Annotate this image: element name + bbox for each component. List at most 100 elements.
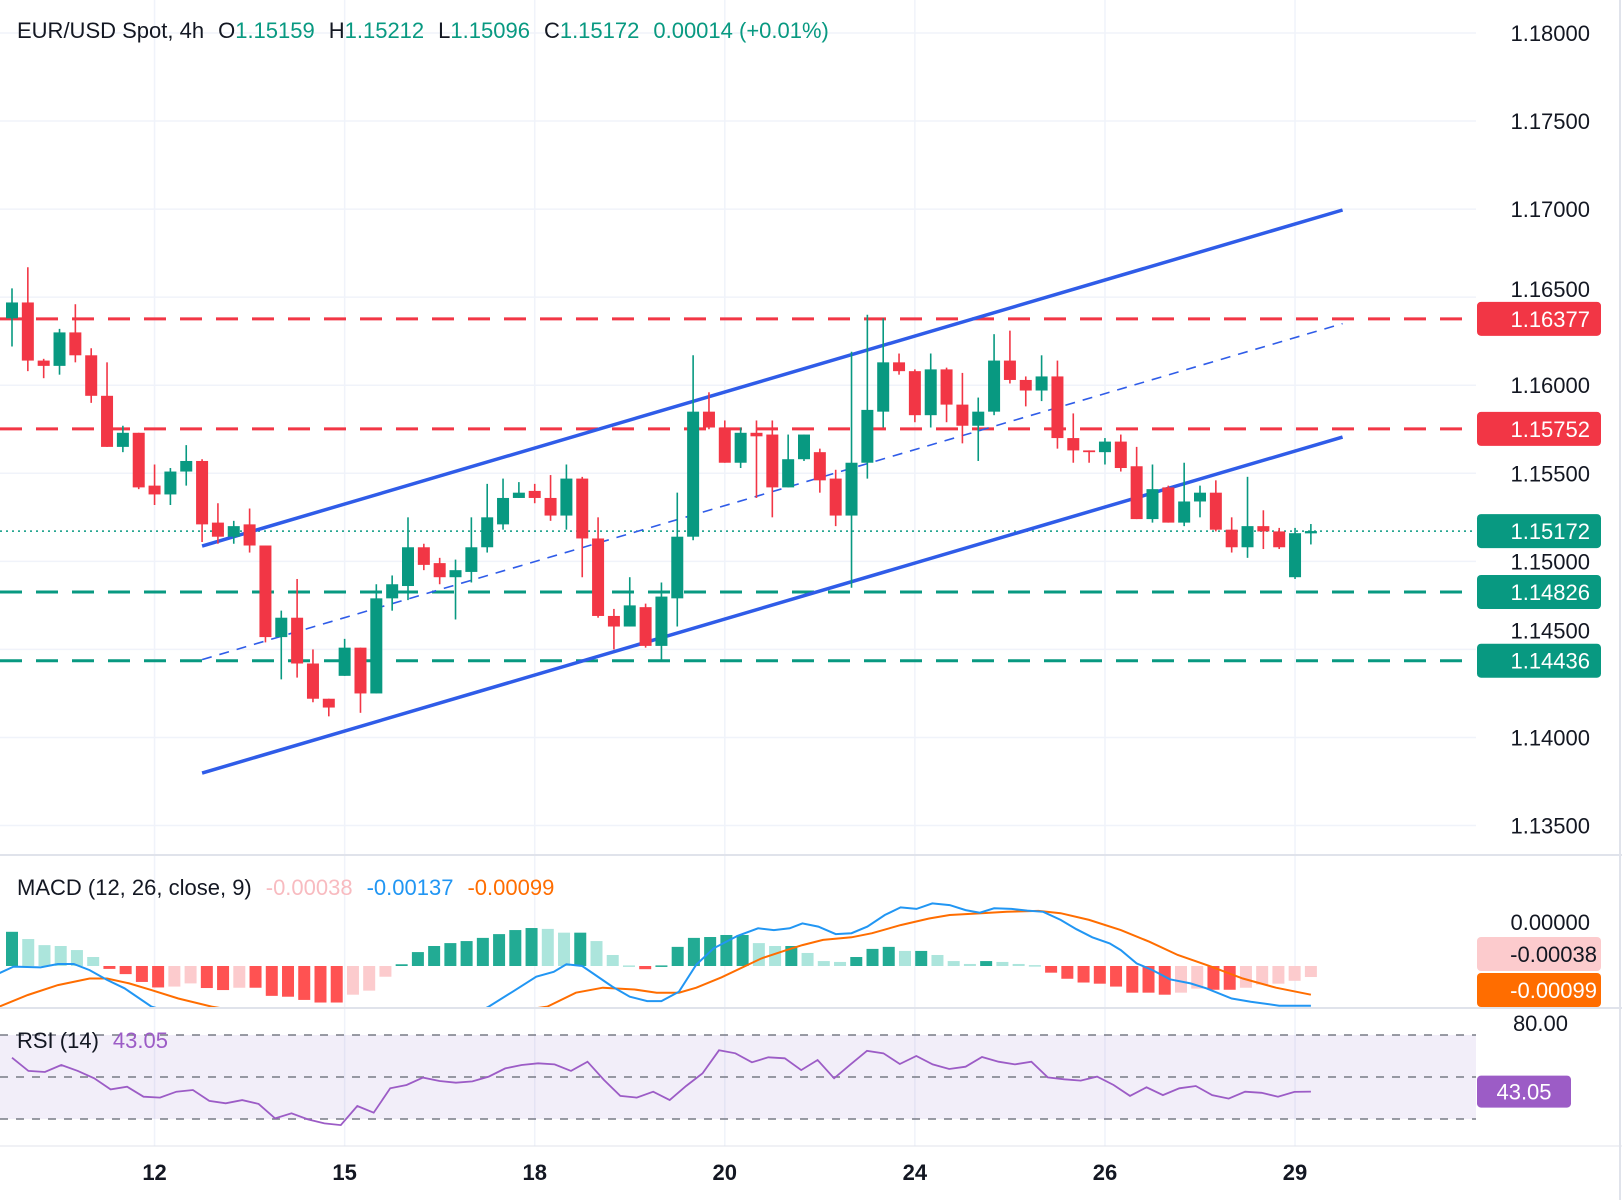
candle-body <box>275 617 288 638</box>
candle-bearish <box>1114 434 1127 472</box>
date-tick-label: 18 <box>522 1160 546 1185</box>
close-label: C <box>543 18 560 43</box>
macd-histogram-bar <box>1061 966 1074 979</box>
candle-body <box>687 411 700 537</box>
candle-body <box>718 427 731 463</box>
candle-bullish <box>497 478 510 530</box>
candle-bearish <box>243 508 256 553</box>
candle-bearish <box>528 483 541 504</box>
candle-bearish <box>1162 485 1175 523</box>
macd-histogram-bar <box>184 966 197 984</box>
candle-body <box>782 459 795 488</box>
rsi-line <box>11 1049 1311 1127</box>
macd-histogram-bar <box>850 957 863 966</box>
macd-histogram-bar <box>476 937 489 966</box>
rsi-panel <box>0 1034 1476 1127</box>
macd-histogram-bar <box>525 928 538 966</box>
candle-body <box>940 369 953 405</box>
macd-zero-label: 0.00000 <box>1510 910 1590 935</box>
candle-body <box>211 522 224 537</box>
macd-histogram-bar <box>1077 966 1090 983</box>
macd-histogram-bar <box>980 961 993 966</box>
candle-body <box>497 497 510 525</box>
candle-body <box>148 485 161 495</box>
candle-bearish <box>322 698 335 717</box>
candle-bullish <box>1178 462 1191 527</box>
candle-body <box>1209 492 1222 530</box>
candle-body <box>116 432 129 447</box>
candle-bearish <box>908 369 921 423</box>
macd-histogram-bar <box>103 966 116 969</box>
candle-bullish <box>623 577 636 627</box>
macd-histogram-badge <box>1477 937 1601 971</box>
rsi-axis: 80.00 43.05 <box>1477 1011 1571 1108</box>
candle-body <box>908 371 921 416</box>
symbol-title: EUR/USD Spot, 4h <box>17 18 205 43</box>
candle-bearish <box>702 392 715 430</box>
macd-histogram-bar <box>590 941 603 966</box>
macd-histogram-bar <box>119 966 132 975</box>
macd-histogram-bar <box>152 966 165 988</box>
candle-bullish <box>687 355 700 541</box>
time-axis[interactable]: 12 15 18 20 24 26 29 <box>142 1160 1307 1185</box>
candle-bullish <box>512 482 525 498</box>
candle-body <box>893 362 906 372</box>
candle-bearish <box>69 304 82 363</box>
macd-legend[interactable]: MACD (12, 26, close, 9) -0.00038 -0.0013… <box>17 875 568 901</box>
candle-bearish <box>813 448 826 493</box>
candle-body <box>813 452 826 481</box>
candle-body <box>1162 487 1175 523</box>
candle-bearish <box>101 362 114 447</box>
candle-bullish <box>465 517 478 583</box>
price-axis[interactable]: 1.18000 1.17500 1.17000 1.16500 1.16000 1.155… <box>1510 21 1590 839</box>
low-label: L <box>438 18 451 43</box>
macd-histogram-bar <box>1288 966 1301 981</box>
macd-histogram-bar <box>265 966 278 996</box>
macd-histogram-bar <box>395 964 408 966</box>
level-price-badge <box>1477 575 1601 610</box>
candle-bullish <box>338 638 351 676</box>
candle-bullish <box>671 492 684 627</box>
macd-histogram-bar <box>1158 966 1171 995</box>
macd-histogram-bar <box>282 966 295 997</box>
macd-histogram-bar <box>801 952 814 966</box>
candle-body <box>433 563 446 578</box>
macd-histogram-bar <box>1045 966 1058 973</box>
candle-body <box>259 545 272 638</box>
candle-bearish <box>291 578 304 678</box>
candle-bullish <box>164 468 177 506</box>
candle-body <box>1146 489 1159 520</box>
symbol-legend[interactable]: EUR/USD Spot, 4h O 1.15159 H 1.15212 L 1.15… <box>17 18 843 44</box>
macd-histogram-bar <box>6 931 18 966</box>
candle-body <box>449 570 462 578</box>
macd-histogram-bar <box>736 934 749 966</box>
macd-histogram-bar <box>217 966 230 991</box>
candle-bearish <box>306 649 319 703</box>
candle-bearish <box>211 503 224 544</box>
candle-bearish <box>1003 330 1016 384</box>
macd-histogram-bar <box>314 966 327 1003</box>
candle-body <box>164 471 177 495</box>
candle-bearish <box>607 608 620 650</box>
candle-bearish <box>196 459 209 542</box>
rsi-legend[interactable]: RSI (14) 43.05 <box>17 1028 182 1054</box>
macd-signal-badge-text: -0.00099 <box>1510 978 1597 1003</box>
candle-body <box>1194 492 1206 502</box>
macd-histogram-value: -0.00038 <box>265 875 353 900</box>
candle-body <box>956 404 969 426</box>
candle-body <box>702 411 715 428</box>
candle-bullish <box>53 328 66 375</box>
macd-histogram-bar <box>168 966 181 987</box>
macd-histogram-bar <box>1126 966 1139 993</box>
candle-bullish <box>1146 464 1159 523</box>
macd-histogram-bar <box>330 966 343 1003</box>
candle-body <box>655 596 668 646</box>
candle-bearish <box>893 353 906 375</box>
macd-histogram-bar <box>817 961 830 966</box>
candle-body <box>924 369 937 416</box>
price-tick-label: 1.18000 <box>1510 21 1590 46</box>
candle-body <box>1225 529 1238 548</box>
candle-body <box>306 663 319 699</box>
